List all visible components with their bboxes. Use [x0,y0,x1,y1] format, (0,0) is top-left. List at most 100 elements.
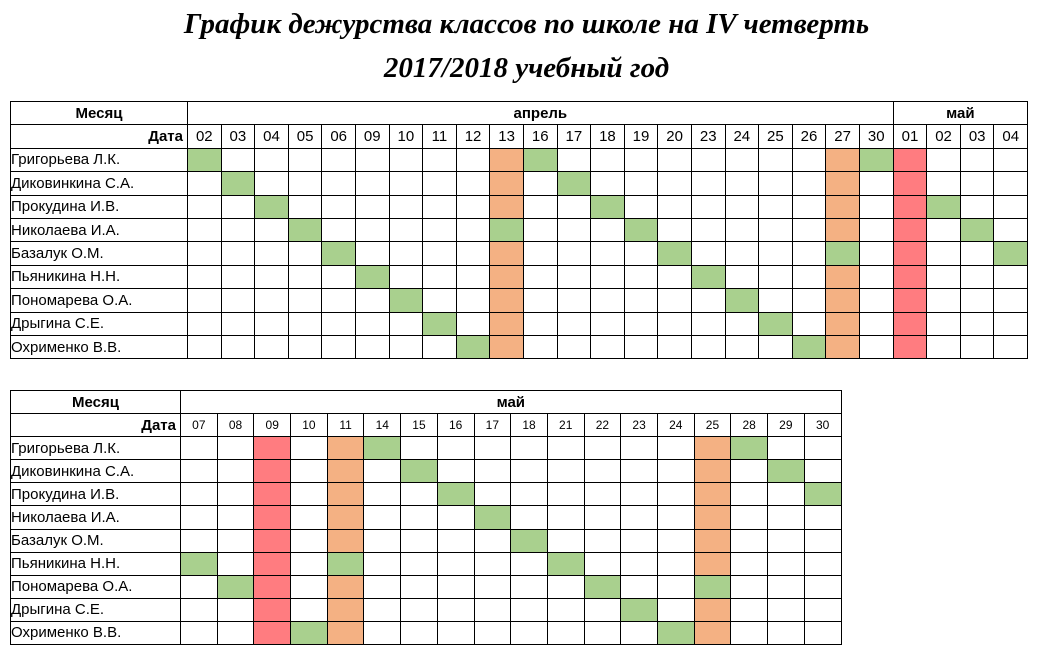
empty-cell [180,574,218,599]
duty-cell [363,436,402,461]
duty-cell [959,217,995,243]
empty-cell [220,217,256,243]
empty-cell [730,459,768,484]
date-cell: 23 [690,124,726,149]
empty-cell [455,217,491,243]
duty-cell [791,334,827,360]
empty-cell [422,288,457,313]
empty-cell [216,482,255,507]
empty-cell [187,311,222,336]
empty-cell [767,620,805,646]
special-day-cell [825,334,860,360]
teacher-name: Охрименко В.В. [10,334,188,360]
special-day-cell [693,436,732,461]
empty-cell [455,264,491,290]
empty-cell [436,459,475,484]
empty-cell [791,171,827,196]
empty-cell [473,574,512,599]
holiday-cell [892,217,928,243]
date-cell: 10 [388,124,424,149]
teacher-name: Дрыгина С.Е. [10,597,181,622]
empty-cell [455,171,491,196]
empty-cell [590,288,625,313]
date-cell: 17 [473,413,512,438]
month-header-2: май [892,100,1029,126]
special-day-cell [693,620,732,646]
date-cell: 16 [522,124,558,149]
empty-cell [220,194,256,219]
empty-cell [959,241,995,266]
empty-cell [321,288,356,313]
duty-cell [546,551,585,576]
special-day-cell [326,597,365,622]
empty-cell [623,194,659,219]
date-cell: 26 [791,124,827,149]
holiday-cell [253,551,292,576]
duty-cell [187,147,222,173]
date-cell: 02 [926,124,961,149]
empty-cell [422,171,457,196]
date-column-label: Дата [10,413,181,438]
empty-cell [522,311,558,336]
empty-cell [388,334,424,360]
date-cell: 04 [993,124,1029,149]
duty-cell [926,194,961,219]
empty-cell [522,334,558,360]
empty-cell [767,436,805,461]
special-day-cell [693,482,732,507]
empty-cell [959,147,995,173]
empty-cell [522,288,558,313]
empty-cell [254,217,289,243]
empty-cell [220,147,256,173]
empty-cell [400,597,438,622]
empty-cell [583,620,622,646]
table-row: Прокудина И.В. [10,194,1029,219]
holiday-cell [892,288,928,313]
empty-cell [321,311,356,336]
empty-cell [422,147,457,173]
date-cell: 02 [187,124,222,149]
holiday-cell [253,620,292,646]
holiday-cell [892,194,928,219]
date-cell: 08 [216,413,255,438]
teacher-name: Григорьева Л.К. [10,436,181,461]
empty-cell [388,171,424,196]
empty-cell [690,217,726,243]
empty-cell [321,217,356,243]
empty-cell [180,597,218,622]
empty-cell [724,171,760,196]
table-row: Николаева И.А. [10,505,842,530]
special-day-cell [326,528,365,553]
empty-cell [216,551,255,576]
empty-cell [767,482,805,507]
empty-cell [656,597,695,622]
empty-cell [791,264,827,290]
empty-cell [354,311,390,336]
empty-cell [287,311,323,336]
empty-cell [546,574,585,599]
special-day-cell [489,264,524,290]
teacher-name: Диковинкина С.А. [10,171,188,196]
date-cell: 01 [892,124,928,149]
empty-cell [287,241,323,266]
special-day-cell [825,147,860,173]
empty-cell [758,217,793,243]
empty-cell [388,147,424,173]
holiday-cell [253,597,292,622]
date-cell: 11 [326,413,365,438]
empty-cell [180,482,218,507]
empty-cell [583,436,622,461]
date-header-row: Дата 07 08 09 10 11 14 15 16 17 18 21 22 23 24 25 28 29 30 [10,413,842,438]
empty-cell [455,194,491,219]
empty-cell [287,194,323,219]
duty-cell [803,482,842,507]
empty-cell [657,147,692,173]
empty-cell [620,459,658,484]
empty-cell [730,505,768,530]
empty-cell [290,436,328,461]
empty-cell [858,288,894,313]
page-title: График дежурства классов по школе на IV … [183,8,870,40]
empty-cell [926,288,961,313]
empty-cell [354,194,390,219]
empty-cell [858,217,894,243]
